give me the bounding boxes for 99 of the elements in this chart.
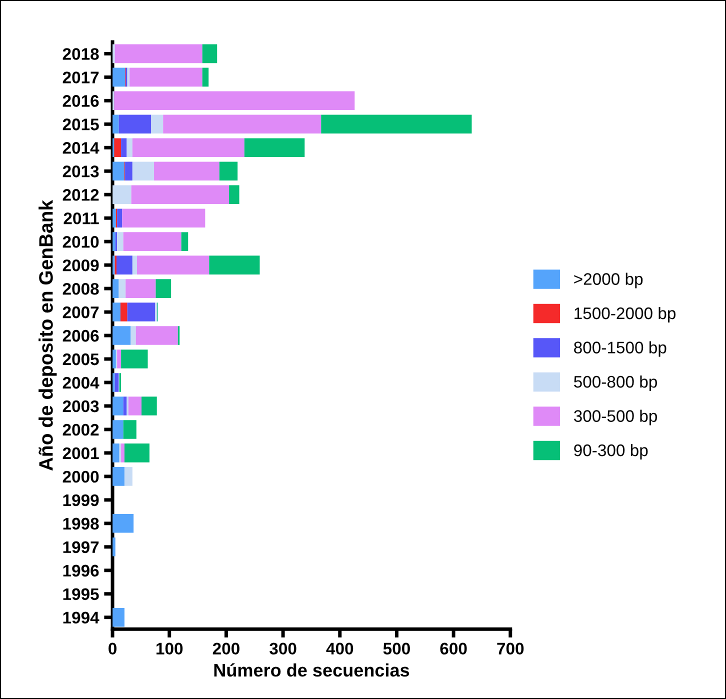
bar — [112, 467, 124, 486]
bar — [142, 396, 157, 416]
y-tick-label: 2007 — [62, 306, 99, 318]
bar — [114, 91, 355, 110]
y-tick-label: 1994 — [63, 612, 100, 624]
bar — [125, 162, 132, 181]
bar — [131, 185, 230, 204]
x-tick-label: 300 — [270, 642, 296, 655]
bar — [202, 44, 218, 64]
y-tick-label: 1998 — [63, 518, 99, 530]
y-tick-label: 2018 — [62, 48, 99, 60]
legend-label: 800-1500 bp — [574, 341, 666, 357]
bar — [151, 114, 164, 134]
bar — [121, 138, 127, 158]
bar — [130, 68, 202, 87]
x-tick-label: 0 — [108, 642, 116, 655]
y-tick-label: 2006 — [62, 330, 99, 342]
y-tick-label: 2012 — [62, 189, 99, 201]
y-tick-label: 2016 — [62, 95, 99, 107]
bar — [126, 279, 156, 298]
bar — [126, 138, 132, 158]
bar — [112, 444, 120, 462]
bar — [154, 162, 220, 181]
y-axis-title: Año de deposito en GenBank — [38, 200, 57, 471]
legend-label: 1500-2000 bp — [574, 306, 676, 323]
y-tick-label: 2003 — [62, 400, 99, 412]
bar — [112, 302, 120, 322]
bar — [156, 279, 172, 298]
bar — [244, 138, 305, 158]
bar — [202, 68, 209, 87]
y-tick-label: 2002 — [62, 424, 99, 436]
y-tick-label: 1997 — [63, 541, 99, 554]
x-tick-label: 100 — [156, 642, 183, 655]
bar — [114, 44, 202, 64]
y-tick-label: 1995 — [63, 588, 99, 600]
y-tick-label: 2008 — [62, 282, 99, 295]
bar — [112, 279, 119, 298]
bar — [321, 114, 472, 134]
bar — [114, 373, 119, 392]
bar — [112, 68, 126, 87]
y-tick-label: 2005 — [62, 353, 99, 366]
y-tick-label: 2017 — [62, 72, 99, 84]
bar — [117, 350, 122, 368]
bar — [132, 256, 137, 274]
legend-label: >2000 bp — [574, 272, 643, 288]
y-tick-label: 2000 — [62, 470, 99, 483]
legend-label: 300-500 bp — [574, 410, 657, 426]
legend-label: 500-800 bp — [574, 375, 657, 392]
bar — [123, 420, 136, 439]
bar — [120, 302, 128, 322]
bar — [136, 256, 210, 274]
y-tick-label: 2009 — [62, 259, 99, 272]
bar — [121, 350, 148, 368]
y-tick-label: 1999 — [63, 494, 99, 506]
bar — [122, 208, 206, 228]
x-tick-label: 700 — [497, 642, 524, 655]
bar — [132, 138, 244, 158]
bar — [112, 185, 132, 204]
x-tick-label: 600 — [440, 642, 467, 655]
x-tick-label: 500 — [383, 642, 410, 655]
bar — [114, 138, 122, 158]
legend-label: 90-300 bp — [574, 444, 648, 460]
bar — [118, 279, 126, 298]
bar — [112, 114, 119, 134]
bar — [163, 114, 322, 134]
bar — [112, 396, 124, 416]
bar — [127, 302, 156, 322]
y-tick-label: 2004 — [62, 376, 100, 389]
bar — [112, 514, 134, 533]
bar — [124, 444, 150, 462]
bar — [128, 396, 142, 416]
bar — [219, 162, 238, 181]
bar — [116, 256, 132, 274]
bar — [229, 185, 240, 204]
bar — [123, 232, 182, 251]
bar — [112, 162, 124, 181]
y-tick-label: 2014 — [62, 142, 100, 154]
x-axis-title: Número de secuencias — [214, 663, 410, 677]
x-tick-label: 200 — [212, 642, 240, 655]
bar — [118, 114, 152, 134]
bar — [181, 232, 188, 251]
y-tick-label: 2015 — [62, 118, 99, 130]
bar — [121, 444, 124, 462]
bar — [112, 608, 124, 627]
y-tick-label: 2011 — [64, 212, 99, 224]
bar — [136, 326, 178, 345]
y-tick-label: 2001 — [62, 447, 99, 460]
bar — [117, 232, 124, 251]
y-tick-label: 2013 — [62, 166, 99, 178]
bar — [130, 326, 136, 345]
y-tick-label: 2010 — [62, 236, 99, 248]
bar — [117, 208, 122, 228]
bar — [209, 256, 260, 274]
bar — [112, 420, 124, 439]
bar — [132, 162, 154, 181]
bar — [112, 326, 131, 345]
bar — [124, 467, 132, 486]
y-tick-label: 1996 — [63, 564, 99, 577]
x-tick-label: 400 — [326, 642, 354, 655]
